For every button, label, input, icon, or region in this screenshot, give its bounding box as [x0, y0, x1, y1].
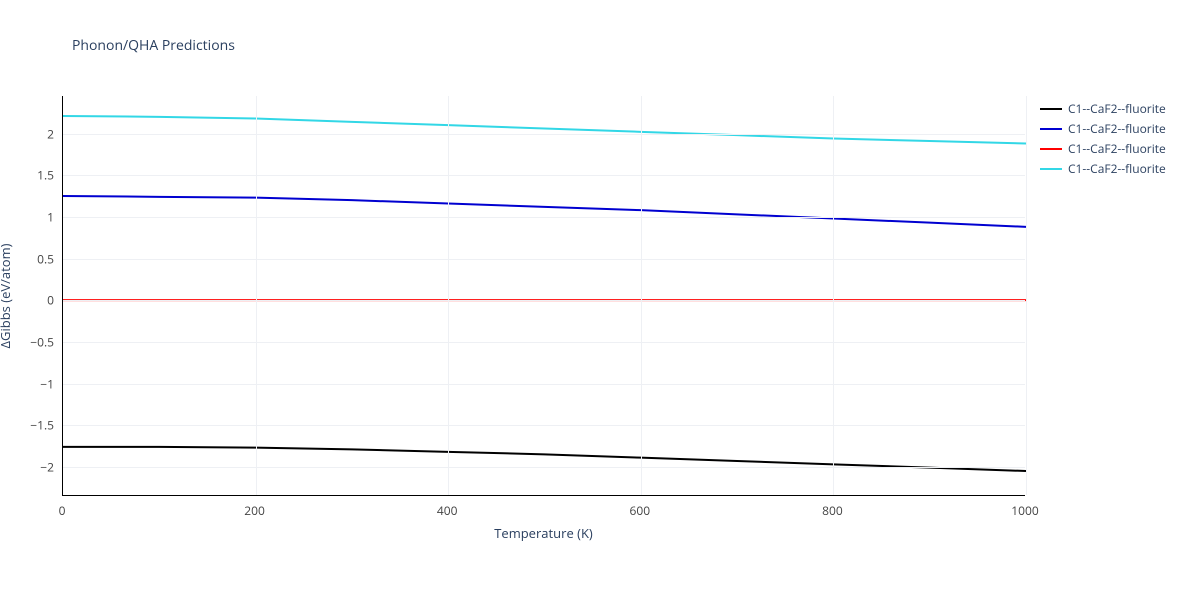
legend-label: C1--CaF2--fluorite — [1068, 140, 1166, 157]
legend-label: C1--CaF2--fluorite — [1068, 100, 1166, 117]
grid-line-h — [63, 300, 1025, 301]
x-tick-label: 200 — [244, 502, 265, 519]
grid-line-v — [641, 96, 642, 495]
grid-line-h — [63, 467, 1025, 468]
chart-title: Phonon/QHA Predictions — [72, 36, 235, 55]
grid-line-v — [448, 96, 449, 495]
legend-swatch — [1040, 128, 1062, 130]
grid-line-h — [63, 217, 1025, 218]
grid-line-v — [256, 96, 257, 495]
series-lines — [63, 96, 1026, 496]
x-tick-label: 1000 — [1011, 502, 1038, 519]
grid-line-v — [833, 96, 834, 495]
legend-item[interactable]: C1--CaF2--fluorite — [1040, 120, 1166, 137]
plot-area[interactable] — [62, 96, 1025, 496]
chart-container: Phonon/QHA Predictions Temperature (K) Δ… — [0, 0, 1200, 600]
x-tick-label: 400 — [437, 502, 458, 519]
y-tick-label: 2 — [24, 125, 54, 142]
grid-line-h — [63, 342, 1025, 343]
series-line[interactable] — [63, 196, 1026, 227]
legend-label: C1--CaF2--fluorite — [1068, 160, 1166, 177]
series-line[interactable] — [63, 116, 1026, 144]
x-tick-label: 600 — [630, 502, 651, 519]
x-tick-label: 0 — [59, 502, 66, 519]
legend-label: C1--CaF2--fluorite — [1068, 120, 1166, 137]
y-tick-label: −1 — [24, 375, 54, 392]
legend-item[interactable]: C1--CaF2--fluorite — [1040, 160, 1166, 177]
grid-line-h — [63, 175, 1025, 176]
x-tick-label: 800 — [822, 502, 843, 519]
y-tick-label: 0.5 — [24, 250, 54, 267]
y-tick-label: 0 — [24, 292, 54, 309]
y-axis-label: ΔGibbs (eV/atom) — [0, 96, 14, 496]
legend-swatch — [1040, 168, 1062, 170]
y-tick-label: 1 — [24, 208, 54, 225]
legend-item[interactable]: C1--CaF2--fluorite — [1040, 140, 1166, 157]
grid-line-h — [63, 384, 1025, 385]
grid-line-h — [63, 134, 1025, 135]
x-axis-label: Temperature (K) — [62, 524, 1025, 542]
y-tick-label: −2 — [24, 458, 54, 475]
legend[interactable]: C1--CaF2--fluorite C1--CaF2--fluorite C1--… — [1040, 100, 1166, 180]
y-tick-label: 1.5 — [24, 167, 54, 184]
legend-item[interactable]: C1--CaF2--fluorite — [1040, 100, 1166, 117]
grid-line-h — [63, 259, 1025, 260]
grid-line-h — [63, 425, 1025, 426]
y-tick-label: −0.5 — [24, 333, 54, 350]
legend-swatch — [1040, 108, 1062, 110]
y-tick-label: −1.5 — [24, 417, 54, 434]
grid-line-v — [1026, 96, 1027, 495]
legend-swatch — [1040, 148, 1062, 150]
